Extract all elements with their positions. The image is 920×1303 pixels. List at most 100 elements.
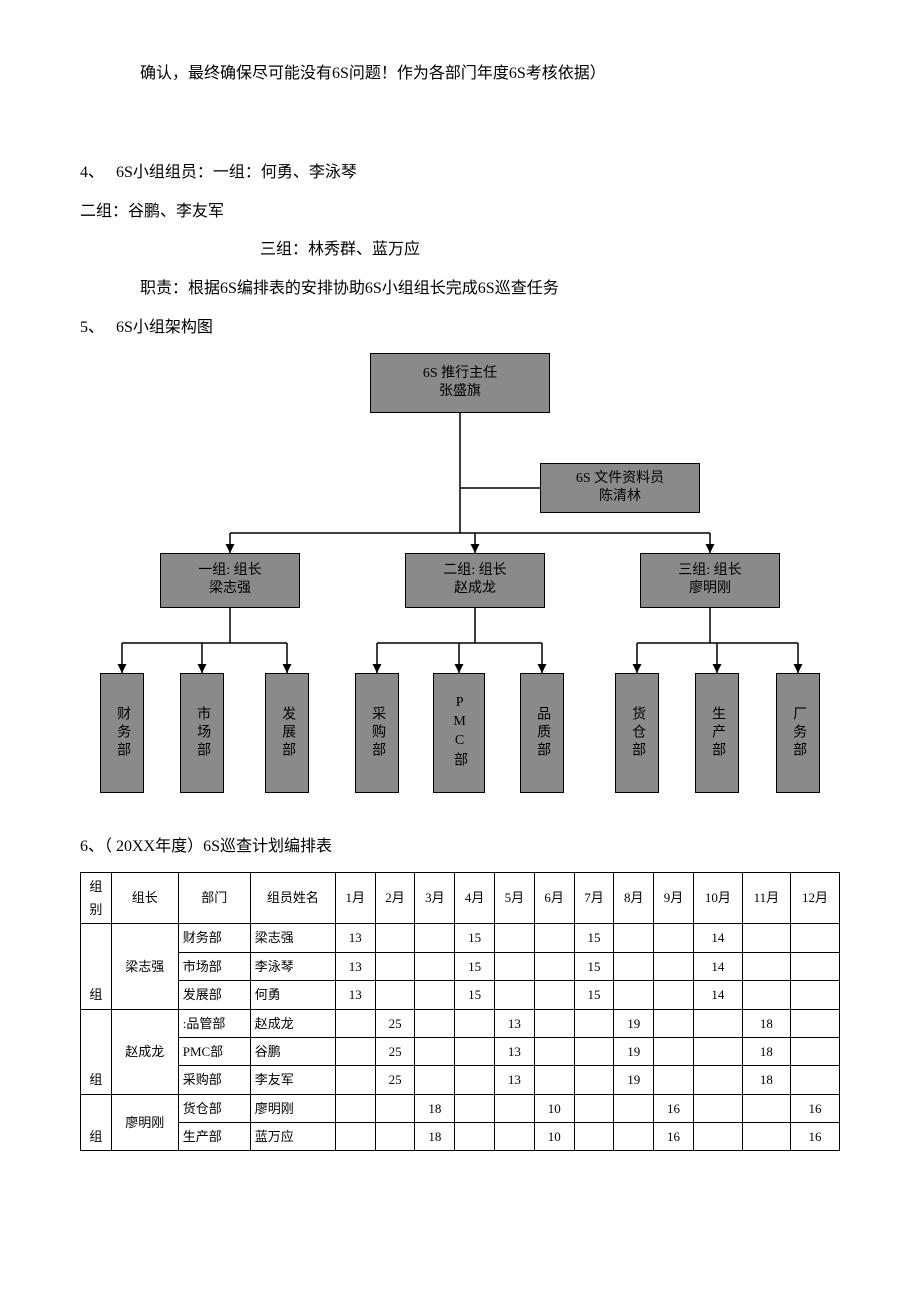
item4-heading: 4、 6S小组组员：一组：何勇、李泳琴 xyxy=(80,159,840,188)
value-cell xyxy=(614,952,654,980)
value-cell: 13 xyxy=(335,981,375,1009)
value-cell xyxy=(495,924,535,952)
dept-cell: PMC部 xyxy=(178,1037,250,1065)
value-cell: 18 xyxy=(742,1066,790,1094)
value-cell xyxy=(375,924,415,952)
org-node-file: 6S 文件资料员陈清林 xyxy=(540,463,700,513)
value-cell: 14 xyxy=(693,981,742,1009)
sched-header: 8月 xyxy=(614,872,654,924)
dept-cell: 采购部 xyxy=(178,1066,250,1094)
member-cell: 谷鹏 xyxy=(250,1037,335,1065)
value-cell xyxy=(693,1009,742,1037)
value-cell: 15 xyxy=(455,952,495,980)
value-cell xyxy=(790,952,839,980)
value-cell xyxy=(335,1066,375,1094)
group-leader: 廖明刚 xyxy=(111,1094,178,1151)
sched-header: 5月 xyxy=(495,872,535,924)
value-cell xyxy=(790,981,839,1009)
value-cell: 18 xyxy=(415,1094,455,1122)
item6-heading: 6、（ 20XX年度）6S巡查计划编排表 xyxy=(80,833,840,862)
value-cell xyxy=(790,1009,839,1037)
sched-header: 组别 xyxy=(81,872,112,924)
sched-header: 6月 xyxy=(534,872,574,924)
sched-header: 部门 xyxy=(178,872,250,924)
value-cell xyxy=(574,1123,614,1151)
sched-header: 4月 xyxy=(455,872,495,924)
value-cell xyxy=(495,952,535,980)
sched-header: 组员姓名 xyxy=(250,872,335,924)
value-cell: 19 xyxy=(614,1037,654,1065)
value-cell xyxy=(693,1094,742,1122)
value-cell xyxy=(742,1123,790,1151)
value-cell: 13 xyxy=(495,1009,535,1037)
table-row: 组廖明刚货仓部廖明刚18101616 xyxy=(81,1094,840,1122)
sched-header: 10月 xyxy=(693,872,742,924)
table-row: 组赵成龙:品管部赵成龙25131918 xyxy=(81,1009,840,1037)
group-label: 组 xyxy=(81,1094,112,1151)
table-row: 发展部何勇13151514 xyxy=(81,981,840,1009)
item5-heading: 5、 6S小组架构图 xyxy=(80,314,840,343)
value-cell xyxy=(790,1037,839,1065)
sched-header: 3月 xyxy=(415,872,455,924)
value-cell: 25 xyxy=(375,1009,415,1037)
org-node-g2: 二组: 组长赵成龙 xyxy=(405,553,545,608)
group-label: 组 xyxy=(81,924,112,1009)
value-cell xyxy=(790,924,839,952)
value-cell xyxy=(335,1123,375,1151)
value-cell xyxy=(654,1066,694,1094)
value-cell xyxy=(415,1037,455,1065)
value-cell xyxy=(455,1094,495,1122)
group-leader: 梁志强 xyxy=(111,924,178,1009)
item4-line2: 二组：谷鹏、李友军 xyxy=(80,198,840,227)
table-row: 生产部蓝万应18101616 xyxy=(81,1123,840,1151)
sched-header: 1月 xyxy=(335,872,375,924)
value-cell: 15 xyxy=(455,924,495,952)
value-cell: 15 xyxy=(455,981,495,1009)
value-cell xyxy=(375,1094,415,1122)
value-cell xyxy=(495,981,535,1009)
value-cell: 14 xyxy=(693,952,742,980)
value-cell xyxy=(455,1066,495,1094)
value-cell xyxy=(614,924,654,952)
member-cell: 梁志强 xyxy=(250,924,335,952)
member-cell: 廖明刚 xyxy=(250,1094,335,1122)
value-cell xyxy=(742,1094,790,1122)
sched-header: 组长 xyxy=(111,872,178,924)
value-cell: 13 xyxy=(495,1037,535,1065)
value-cell xyxy=(335,1094,375,1122)
org-leaf-d8: 生产部 xyxy=(695,673,739,793)
org-leaf-d5: PMC部 xyxy=(433,673,485,793)
org-leaf-d7: 货仓部 xyxy=(615,673,659,793)
schedule-table: 组别组长部门组员姓名1月2月3月4月5月6月7月8月9月10月11月12月组梁志… xyxy=(80,872,840,1152)
value-cell xyxy=(534,1037,574,1065)
value-cell: 16 xyxy=(790,1094,839,1122)
org-leaf-d2: 市场部 xyxy=(180,673,224,793)
value-cell xyxy=(742,952,790,980)
value-cell: 18 xyxy=(742,1037,790,1065)
dept-cell: 财务部 xyxy=(178,924,250,952)
value-cell: 19 xyxy=(614,1009,654,1037)
value-cell: 16 xyxy=(654,1094,694,1122)
group-leader: 赵成龙 xyxy=(111,1009,178,1094)
table-row: PMC部谷鹏25131918 xyxy=(81,1037,840,1065)
member-cell: 何勇 xyxy=(250,981,335,1009)
value-cell: 18 xyxy=(742,1009,790,1037)
value-cell xyxy=(654,1037,694,1065)
value-cell xyxy=(335,1009,375,1037)
intro-line: 确认，最终确保尽可能没有6S问题！作为各部门年度6S考核依据） xyxy=(80,60,840,89)
value-cell xyxy=(742,981,790,1009)
value-cell xyxy=(375,952,415,980)
item4-duty: 职责：根据6S编排表的安排协助6S小组组长完成6S巡查任务 xyxy=(80,275,840,304)
value-cell xyxy=(415,1066,455,1094)
value-cell xyxy=(654,981,694,1009)
value-cell: 13 xyxy=(335,952,375,980)
org-leaf-d1: 财务部 xyxy=(100,673,144,793)
value-cell: 15 xyxy=(574,981,614,1009)
table-row: 市场部李泳琴13151514 xyxy=(81,952,840,980)
sched-header: 2月 xyxy=(375,872,415,924)
table-row: 采购部李友军25131918 xyxy=(81,1066,840,1094)
value-cell: 25 xyxy=(375,1066,415,1094)
sched-header: 12月 xyxy=(790,872,839,924)
value-cell: 13 xyxy=(495,1066,535,1094)
value-cell: 16 xyxy=(654,1123,694,1151)
